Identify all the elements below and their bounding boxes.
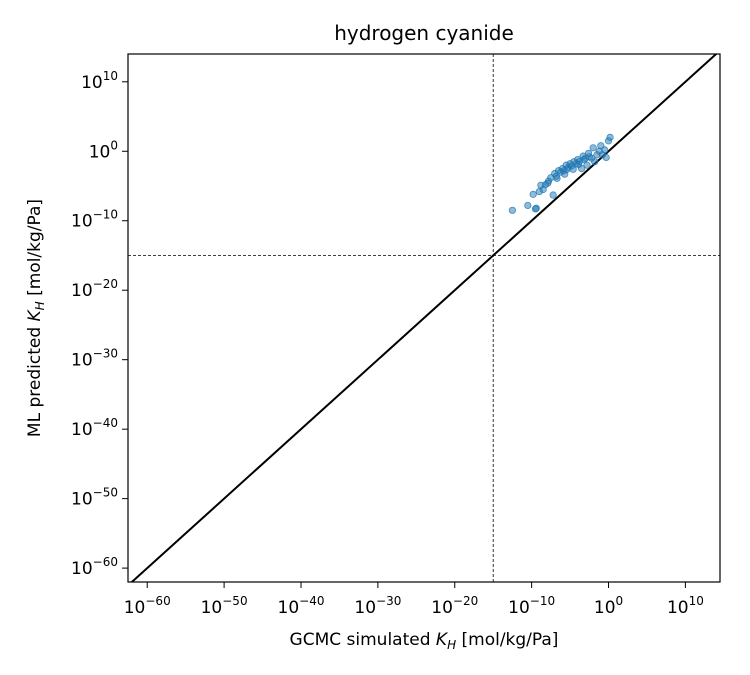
y-tick-label: 10−30 xyxy=(71,347,118,371)
chart-title: hydrogen cyanide xyxy=(334,21,514,45)
x-tick-label: 10−40 xyxy=(278,594,325,618)
x-tick-label: 10−20 xyxy=(431,594,478,618)
x-axis-title-suffix: [mol/kg/Pa] xyxy=(456,630,558,650)
identity-line xyxy=(130,54,718,582)
y-axis-title-sub: H xyxy=(33,301,47,310)
data-point xyxy=(508,206,517,214)
y-tick-label: 10−10 xyxy=(71,208,118,232)
x-tick-label: 10−60 xyxy=(124,594,171,618)
y-axis: 10−60 10−50 10−40 10−30 10−20 10−10 100 1010 xyxy=(71,69,128,579)
data-point xyxy=(602,153,610,162)
data-point xyxy=(606,133,614,141)
data-point xyxy=(532,204,540,212)
y-tick-label: 1010 xyxy=(81,69,118,93)
y-tick-label: 10−60 xyxy=(71,555,118,579)
data-point xyxy=(553,174,561,182)
reference-lines xyxy=(128,54,720,582)
x-axis-title-sub: H xyxy=(447,638,456,652)
identity-line-group xyxy=(130,54,718,582)
plot-area xyxy=(127,53,721,583)
data-point xyxy=(569,165,577,173)
x-axis: 10−60 10−50 10−40 10−30 10−20 10−10 100 1010 xyxy=(124,582,704,618)
x-axis-title-prefix: GCMC simulated xyxy=(290,630,436,650)
y-axis-title-prefix: ML predicted xyxy=(25,321,45,437)
data-point xyxy=(589,144,597,152)
x-tick-label: 10−50 xyxy=(201,594,248,618)
x-tick-label: 1010 xyxy=(667,594,704,618)
data-point xyxy=(595,147,603,155)
x-tick-label: 10−10 xyxy=(508,594,555,618)
data-point xyxy=(524,201,532,210)
data-point xyxy=(574,160,583,169)
data-point xyxy=(537,181,545,189)
data-points xyxy=(508,133,614,214)
y-tick-label: 100 xyxy=(89,138,118,162)
x-tick-label: 10−30 xyxy=(354,594,401,618)
plot-frame xyxy=(127,53,721,583)
y-tick-label: 10−20 xyxy=(71,277,118,301)
x-axis-title-var: K xyxy=(436,630,449,650)
data-point xyxy=(584,149,593,157)
y-axis-title-var: K xyxy=(25,308,45,321)
data-point xyxy=(544,179,552,187)
data-point xyxy=(563,165,571,173)
x-tick-label: 100 xyxy=(594,594,623,618)
x-axis-title: GCMC simulated KH [mol/kg/Pa] xyxy=(290,630,559,652)
data-point xyxy=(529,190,537,198)
y-tick-label: 10−50 xyxy=(71,486,118,510)
data-point xyxy=(583,161,591,169)
y-tick-label: 10−40 xyxy=(71,416,118,440)
data-point xyxy=(549,191,557,199)
y-axis-title: ML predicted KH [mol/kg/Pa] xyxy=(25,199,47,437)
y-axis-title-suffix: [mol/kg/Pa] xyxy=(25,199,45,301)
